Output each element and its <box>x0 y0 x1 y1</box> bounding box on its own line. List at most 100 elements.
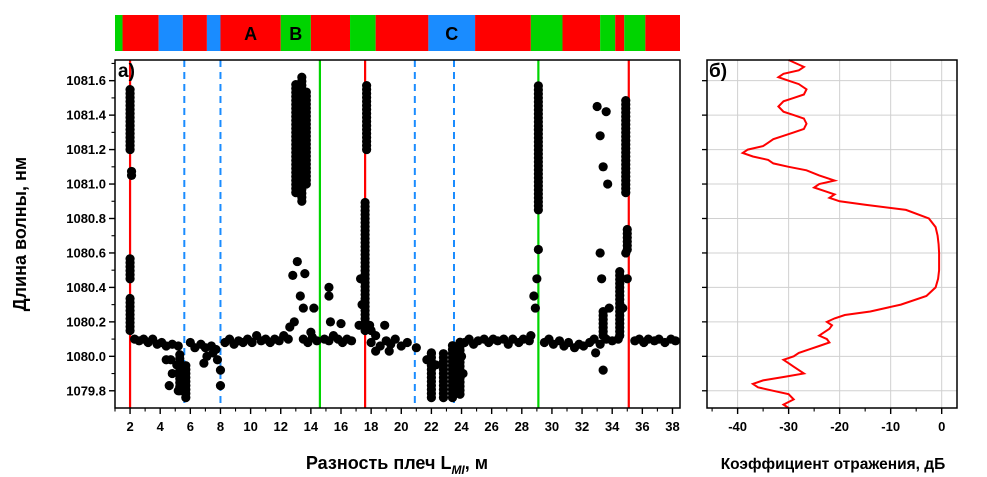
color-band-14 <box>600 15 616 51</box>
b-x-tick-label: -40 <box>728 419 747 434</box>
scatter-point <box>312 336 322 346</box>
scatter-point <box>125 254 135 264</box>
x-tick-label: 18 <box>364 419 378 434</box>
scatter-point <box>126 166 137 177</box>
scatter-point <box>595 248 605 258</box>
x-tick-label: 4 <box>157 419 165 434</box>
scatter-point <box>208 348 218 358</box>
scatter-point <box>591 348 601 358</box>
scatter-point <box>362 80 372 91</box>
scatter-point <box>595 131 605 141</box>
x-tick-label: 26 <box>484 419 498 434</box>
scatter-point <box>533 81 543 91</box>
x-tick-label: 16 <box>334 419 348 434</box>
x-tick-label: 20 <box>394 419 408 434</box>
color-band-10 <box>428 15 476 51</box>
scatter-point <box>164 381 174 391</box>
scatter-point <box>604 303 614 313</box>
scatter-point <box>390 334 400 344</box>
color-band-labels: A B C <box>244 24 458 44</box>
scatter-point <box>325 317 336 327</box>
scatter-point <box>366 325 376 336</box>
y-axis-title: Длина волны, нм <box>10 157 30 311</box>
x-tick-label: 30 <box>545 419 559 434</box>
color-band-17 <box>645 15 680 51</box>
scatter-point <box>336 318 346 329</box>
scatter-point <box>285 322 295 332</box>
scatter-point <box>283 334 293 344</box>
color-band-1 <box>122 15 159 51</box>
scatter-point <box>247 337 257 348</box>
color-band-12 <box>530 15 563 51</box>
panel-a-label: а) <box>118 61 135 82</box>
x-axis-title-subscript: MI <box>451 463 465 477</box>
y-axis-ticks: 1079.8 1080.0 1080.2 1080.4 1080.6 1080.8 1081… <box>66 62 115 398</box>
x-axis-title-main: Разность плеч L <box>306 453 452 473</box>
scatter-point <box>589 334 599 344</box>
b-x-axis-ticks: -40 -30 -20 -10 0 <box>711 408 945 434</box>
scatter-point <box>621 248 631 258</box>
x-tick-label: 14 <box>304 419 319 434</box>
scatter-point <box>563 337 574 348</box>
scatter-point <box>384 346 394 356</box>
scatter-point <box>298 303 308 313</box>
x-axis-title-unit: , м <box>465 453 488 473</box>
scatter-point <box>532 274 542 284</box>
scatter-point <box>355 274 366 284</box>
y-tick-label: 1081.2 <box>66 142 106 157</box>
x-tick-label: 34 <box>605 419 620 434</box>
band-label-c: C <box>445 24 458 44</box>
scatter-point <box>161 355 171 365</box>
scatter-point <box>295 291 305 301</box>
y-tick-label: 1080.0 <box>66 349 106 364</box>
scatter-point <box>366 337 376 348</box>
x-tick-label: 24 <box>454 419 469 434</box>
panel-b-label: б) <box>709 61 727 82</box>
scatter-point <box>175 367 185 377</box>
color-band-16 <box>624 15 646 51</box>
scatter-point <box>167 368 177 379</box>
scatter-point <box>173 341 183 351</box>
scatter-point <box>438 349 449 359</box>
scatter-point <box>411 343 421 353</box>
scatter-point <box>456 351 467 361</box>
scatter-point <box>125 84 135 95</box>
scatter-point <box>601 107 611 117</box>
x-tick-label: 6 <box>187 419 194 434</box>
scatter-point <box>301 87 311 97</box>
y-tick-label: 1081.6 <box>66 73 106 88</box>
y-tick-label: 1080.6 <box>66 245 106 260</box>
y-tick-label: 1081.4 <box>66 108 107 123</box>
scatter-point <box>178 375 188 386</box>
color-band-11 <box>475 15 531 51</box>
scatter-point <box>426 348 436 358</box>
scatter-point <box>175 350 185 360</box>
scatter-point <box>212 355 223 365</box>
scatter-point <box>526 331 536 341</box>
scatter-point <box>324 291 334 301</box>
x-tick-label: 32 <box>575 419 589 434</box>
scatter-point <box>346 336 357 346</box>
color-band-15 <box>615 15 625 51</box>
scatter-point <box>597 274 607 284</box>
color-band-0 <box>115 15 123 51</box>
x-tick-label: 28 <box>515 419 529 434</box>
scatter-point <box>422 355 432 365</box>
scatter-point <box>199 358 209 368</box>
scatter-point <box>402 337 412 348</box>
scatter-point <box>615 267 625 277</box>
x-axis-ticks: 2 4 6 8 10 12 14 16 18 20 22 24 26 28 30 32 34 36 38 <box>114 408 680 434</box>
scatter-point <box>603 179 613 189</box>
scatter-point <box>530 303 540 313</box>
y-tick-label: 1081.0 <box>66 177 106 192</box>
x-tick-label: 10 <box>243 419 257 434</box>
scatter-point <box>529 291 539 301</box>
y-tick-label: 1080.8 <box>66 211 106 226</box>
color-band-6 <box>280 15 311 51</box>
x-tick-label: 36 <box>635 419 649 434</box>
scatter-point <box>622 224 632 235</box>
scatter-point <box>172 360 182 370</box>
color-band-13 <box>562 15 601 51</box>
scatter-point <box>622 274 632 284</box>
